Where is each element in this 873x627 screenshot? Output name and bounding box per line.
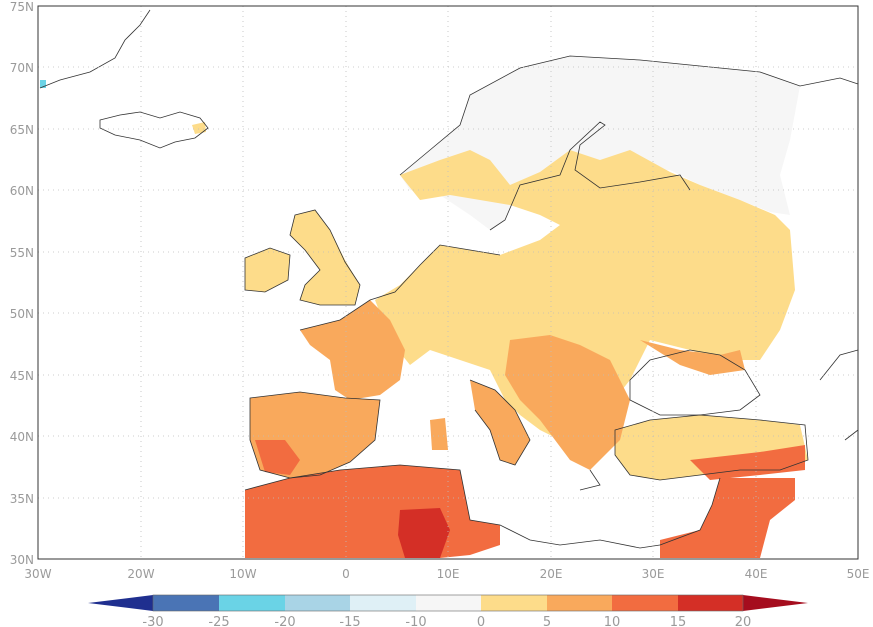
colorbar-labels: -30 -25 -20 -15 -10 0 5 10 15 20 [142,615,751,627]
lat-label-70: 70N [10,61,34,75]
lon-label-20e: 20E [540,567,563,581]
lon-label-30e: 30E [642,567,665,581]
colorbar [88,594,808,612]
colorbar-label-m15: -15 [339,615,360,627]
lon-label-50e: 50E [847,567,870,581]
region-british-isles [290,210,360,305]
colorbar-label-5: 5 [543,615,551,627]
colorbar-bin-8 [612,595,678,611]
lat-label-30: 30N [10,553,34,567]
lon-label-30w: 30W [24,567,51,581]
colorbar-label-10: 10 [604,615,621,627]
colorbar-bin-2 [219,595,285,611]
lon-axis: 30W 20W 10W 0 10E 20E 30E 40E 50E [24,567,869,581]
lon-label-10w: 10W [229,567,256,581]
region-sardinia [430,418,448,450]
lat-label-55: 55N [10,246,34,260]
lat-label-75: 75N [10,0,34,14]
colorbar-extend-high [743,595,808,611]
region-very-strong-warm [398,508,450,558]
colorbar-extend-low [88,595,153,611]
lon-label-40e: 40E [745,567,768,581]
lon-label-20w: 20W [127,567,154,581]
lat-label-60: 60N [10,184,34,198]
region-ireland [245,248,290,292]
region-moderate-warm-italy [470,380,530,465]
map-frame [37,5,859,560]
colorbar-bin-9 [678,595,743,611]
colorbar-label-m30: -30 [142,615,163,627]
lat-label-35: 35N [10,492,34,506]
anomaly-field [40,56,808,558]
lat-label-65: 65N [10,123,34,137]
region-strong-warm-middle-east [660,478,795,558]
colorbar-bin-7 [547,595,612,611]
colorbar-label-0: 0 [477,615,485,627]
lon-label-10e: 10E [437,567,460,581]
colorbar-label-m10: -10 [405,615,426,627]
lat-axis: 75N 70N 65N 60N 55N 50N 45N 40N 35N 30N [10,0,34,567]
lat-label-40: 40N [10,430,34,444]
colorbar-label-m20: -20 [274,615,295,627]
lon-label-0: 0 [342,567,350,581]
colorbar-bin-1 [153,595,219,611]
region-strong-warm-iberia-south [255,440,300,475]
lat-label-45: 45N [10,369,34,383]
region-moderate-warm-ukraine [640,340,745,375]
colorbar-bin-5 [416,595,481,611]
region-iceland [192,122,206,134]
coastlines [39,9,859,549]
colorbar-bin-3 [285,595,350,611]
region-cool-speck [40,80,46,88]
lat-label-50: 50N [10,307,34,321]
colorbar-label-20: 20 [735,615,752,627]
graticule [38,6,858,559]
colorbar-label-15: 15 [670,615,687,627]
region-weak-warm [375,150,795,440]
colorbar-bin-4 [350,595,416,611]
colorbar-label-m25: -25 [208,615,229,627]
region-strong-warm-turkey-south [690,445,805,480]
colorbar-bin-6 [481,595,547,611]
